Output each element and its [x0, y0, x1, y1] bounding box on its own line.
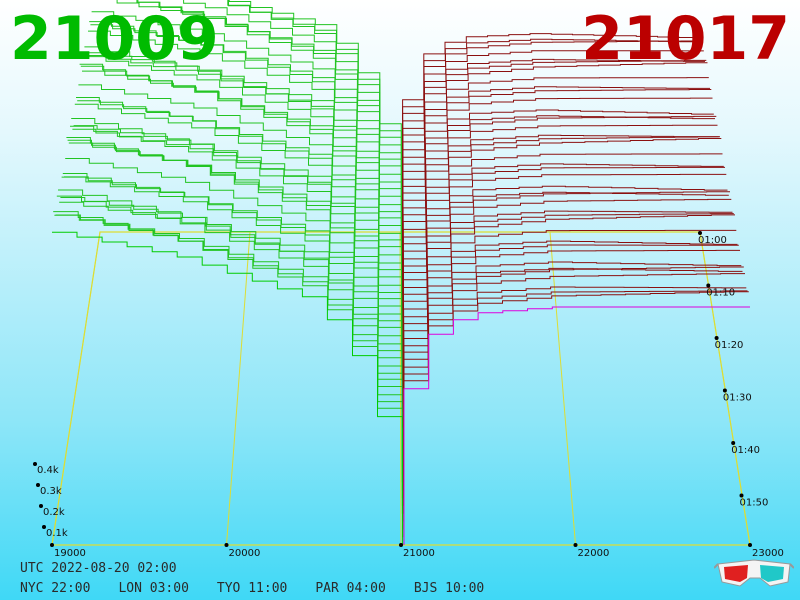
- ask-slice: [403, 290, 748, 530]
- price-gridline: [549, 231, 576, 546]
- volume-tick-label: 0.4k: [37, 465, 59, 476]
- ask-slice: [403, 291, 749, 538]
- bid-slice: [54, 214, 403, 530]
- ask-slice: [402, 191, 730, 420]
- city-time-lon: LON 03:00: [118, 581, 189, 596]
- time-tick-label: 01:50: [740, 498, 769, 509]
- ask-slice: [402, 59, 707, 272]
- volume-tick-label: 0.2k: [43, 507, 65, 518]
- bid-slice: [67, 139, 403, 444]
- ask-slice: [403, 214, 735, 452]
- volume-tick-mark: [36, 483, 40, 487]
- price-tick-label: 20000: [229, 548, 261, 559]
- time-tick-label: 01:10: [706, 288, 735, 299]
- ask-slice: [402, 198, 732, 428]
- price-gridline: [226, 231, 251, 546]
- city-time-par: PAR 04:00: [315, 581, 386, 596]
- chart-frame: [51, 231, 751, 546]
- city-time-bjs: BJS 10:00: [413, 581, 485, 596]
- ask-surface: [402, 33, 750, 545]
- time-tick-label: 01:40: [731, 445, 760, 456]
- ask-slice: [403, 286, 747, 522]
- bid-slice: [72, 128, 403, 412]
- ask-slice: [402, 89, 712, 303]
- ask-slice: [402, 134, 719, 350]
- volume-tick-mark: [33, 462, 37, 466]
- price-tick-mark: [573, 543, 578, 547]
- ask-slice: [402, 163, 724, 381]
- time-tick-mark: [739, 493, 744, 498]
- ask-slice: [402, 115, 715, 326]
- bid-slice: [73, 125, 403, 405]
- ask-slice: [402, 124, 718, 342]
- price-tick-label: 22000: [578, 548, 610, 559]
- price-tick-label: 21000: [403, 548, 435, 559]
- bid-price: 21009: [10, 4, 219, 74]
- price-tick-mark: [50, 543, 54, 547]
- price-gridline: [399, 231, 402, 546]
- ask-slice: [402, 86, 710, 295]
- ask-slice: [402, 185, 728, 405]
- bid-slice: [62, 173, 403, 475]
- price-tick-label: 19000: [54, 548, 86, 559]
- volume-tick-mark: [39, 504, 43, 508]
- bid-slice: [53, 211, 403, 538]
- ask-slice: [403, 273, 745, 514]
- city-times: NYC 22:00 LON 03:00 TYO 11:00 PAR 04:00 …: [20, 581, 484, 596]
- volume-tick-label: 0.3k: [40, 486, 62, 497]
- ask-slice: [402, 109, 714, 319]
- city-time-tyo: TYO 11:00: [216, 581, 288, 596]
- bid-slice: [70, 125, 403, 428]
- time-tick-mark: [706, 283, 711, 288]
- ask-slice: [402, 40, 703, 248]
- ask-slice: [402, 136, 720, 358]
- 3d-glasses-icon[interactable]: [714, 556, 794, 592]
- time-tick-mark: [731, 441, 736, 445]
- ask-slice: [403, 306, 750, 545]
- price-tick-mark: [399, 543, 403, 547]
- time-tick-label: 01:30: [723, 393, 752, 404]
- bid-slice: [52, 231, 404, 545]
- bid-surface: [52, 0, 404, 545]
- time-tick-mark: [714, 336, 719, 340]
- ask-slice: [403, 210, 733, 436]
- time-tick-label: 01:00: [698, 235, 727, 246]
- price-tick-label: 23000: [752, 548, 784, 559]
- ask-slice: [402, 62, 708, 279]
- ask-slice: [402, 138, 722, 365]
- bid-slice: [64, 176, 403, 467]
- ask-slice: [402, 50, 704, 256]
- ask-slice: [403, 261, 742, 491]
- time-tick-mark: [698, 231, 702, 235]
- ask-slice: [402, 33, 700, 232]
- time-tick-label: 01:20: [715, 340, 744, 351]
- bid-slice: [86, 52, 403, 319]
- ask-slice: [403, 249, 740, 483]
- ask-slice: [403, 240, 738, 467]
- ask-slice: [403, 213, 734, 444]
- ask-slice: [403, 229, 737, 459]
- price-gridline: [51, 231, 101, 546]
- ask-price: 21017: [581, 4, 790, 74]
- time-tick-mark: [722, 388, 727, 393]
- ask-slice: [403, 266, 744, 506]
- ask-slice: [402, 115, 717, 334]
- price-tick-mark: [224, 543, 229, 547]
- chart-axes: 19000 20000 21000 22000 23000 0.1k 0.2k 0.3k 0.4…: [33, 231, 784, 559]
- utc-time: UTC 2022-08-20 02:00: [20, 561, 177, 576]
- bid-slice: [58, 189, 403, 506]
- bid-slice: [71, 118, 403, 420]
- volume-tick-mark: [42, 525, 46, 529]
- price-tick-mark: [748, 543, 752, 547]
- ask-slice: [403, 267, 743, 499]
- bid-slice: [56, 195, 403, 514]
- bid-slice: [59, 201, 403, 499]
- volume-tick-label: 0.1k: [46, 528, 68, 539]
- bid-slice: [55, 214, 403, 522]
- city-time-nyc: NYC 22:00: [20, 581, 91, 596]
